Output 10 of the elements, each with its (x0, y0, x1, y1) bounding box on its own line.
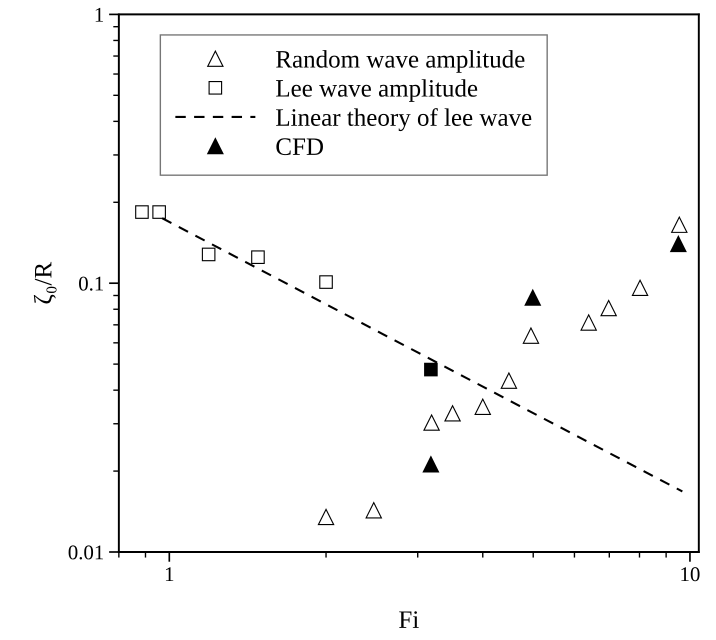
legend-label: Random wave amplitude (276, 50, 524, 73)
x-axis-title: Fi (399, 611, 419, 628)
y-tick-label: 0.1 (79, 276, 104, 291)
legend-label: CFD (276, 138, 323, 156)
x-tick-label: 10 (681, 567, 700, 582)
y-tick-label: 1 (96, 8, 104, 22)
y-axis-title: ζ₀/R (34, 262, 57, 304)
legend-label: Lee wave amplitude (276, 79, 478, 102)
legend-label: Linear theory of lee wave (276, 108, 532, 132)
y-tick-label: 0.01 (68, 545, 104, 560)
